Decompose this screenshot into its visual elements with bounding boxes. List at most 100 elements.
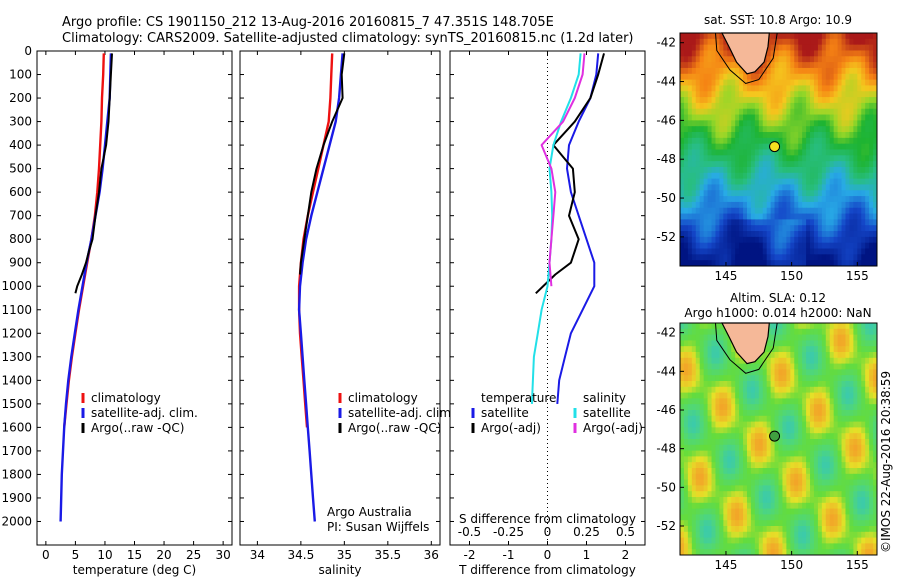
heatmap-cell <box>825 508 831 515</box>
heatmap-cell <box>853 433 858 440</box>
heatmap-cell <box>746 520 752 527</box>
heatmap-cell <box>758 421 764 428</box>
heatmap-cell <box>813 491 819 498</box>
heatmap-cell <box>778 439 783 446</box>
argo-marker <box>769 141 781 153</box>
x-tick-label: 155 <box>846 558 869 572</box>
heatmap-cell <box>821 375 827 382</box>
heatmap-cell <box>750 137 756 145</box>
heatmap-cell <box>806 410 811 417</box>
heatmap-cell <box>821 114 827 121</box>
heatmap-cell <box>829 485 835 492</box>
heatmap-cell <box>813 213 819 220</box>
heatmap-cell <box>719 328 724 336</box>
heatmap-cell <box>873 415 878 423</box>
heatmap-cell <box>687 254 693 261</box>
heatmap-cell <box>699 450 705 457</box>
heatmap-cell <box>691 386 697 394</box>
heatmap-cell <box>857 485 862 492</box>
heatmap-cell <box>790 248 795 255</box>
heatmap-cell <box>715 497 720 504</box>
heatmap-cell <box>770 120 776 127</box>
heatmap-cell <box>794 375 799 382</box>
heatmap-cell <box>746 120 752 127</box>
heatmap-cell <box>715 108 720 116</box>
x-tick-label: 145 <box>715 269 738 283</box>
heatmap-cell <box>833 207 839 215</box>
heatmap-cell <box>806 126 811 133</box>
heatmap-cell <box>762 225 768 232</box>
heatmap-cell <box>806 363 811 370</box>
heatmap-cell <box>873 479 878 486</box>
heatmap-cell <box>774 363 779 370</box>
heatmap-cell <box>782 44 787 51</box>
heatmap-cell <box>821 219 827 226</box>
heatmap-cell <box>727 132 732 139</box>
heatmap-cell <box>821 433 827 440</box>
heatmap-cell <box>687 97 693 104</box>
heatmap-cell <box>865 549 870 556</box>
heatmap-cell <box>790 468 795 475</box>
heatmap-cell <box>865 444 870 452</box>
heatmap-cell <box>841 404 846 411</box>
heatmap-cell <box>695 323 701 330</box>
heatmap-cell <box>715 323 720 330</box>
heatmap-cell <box>825 404 831 411</box>
heatmap-cell <box>719 62 724 69</box>
heatmap-cell <box>758 357 764 365</box>
heatmap-cell <box>873 242 878 250</box>
heatmap-cell <box>680 508 685 515</box>
heatmap-cell <box>691 91 697 98</box>
heatmap-cell <box>762 427 768 434</box>
heatmap-cell <box>813 410 819 417</box>
heatmap-cell <box>829 468 835 475</box>
heatmap-cell <box>739 427 744 434</box>
heatmap-cell <box>683 231 689 238</box>
heatmap-cell <box>699 531 705 539</box>
heatmap-cell <box>802 450 807 457</box>
heatmap-cell <box>766 184 772 191</box>
heatmap-cell <box>821 398 827 405</box>
heatmap-cell <box>723 473 728 481</box>
heatmap-cell <box>731 549 736 556</box>
heatmap-cell <box>837 433 843 440</box>
heatmap-cell <box>754 178 760 185</box>
heatmap-cell <box>786 85 791 92</box>
heatmap-cell <box>853 44 858 51</box>
heatmap-cell <box>754 386 760 394</box>
heatmap-cell <box>731 543 736 550</box>
heatmap-cell <box>861 33 866 40</box>
heatmap-cell <box>841 473 846 481</box>
heatmap-cell <box>845 172 850 180</box>
heatmap-cell <box>853 143 858 151</box>
heatmap-cell <box>778 323 783 330</box>
heatmap-cell <box>849 38 854 46</box>
heatmap-cell <box>794 526 799 533</box>
heatmap-cell <box>806 549 811 556</box>
heatmap-cell <box>825 375 831 382</box>
heatmap-cell <box>873 196 878 203</box>
heatmap-cell <box>865 56 870 63</box>
heatmap-cell <box>833 44 839 51</box>
heatmap-cell <box>778 196 783 203</box>
heatmap-cell <box>802 508 807 515</box>
heatmap-cell <box>798 392 803 399</box>
heatmap-cell <box>778 178 783 185</box>
heatmap-cell <box>731 479 736 486</box>
heatmap-cell <box>798 531 803 539</box>
heatmap-cell <box>786 114 791 121</box>
heatmap-cell <box>798 497 803 504</box>
heatmap-cell <box>813 473 819 481</box>
heatmap-cell <box>770 410 776 417</box>
heatmap-cell <box>770 178 776 185</box>
heatmap-cell <box>746 421 752 428</box>
heatmap-cell <box>707 549 713 556</box>
heatmap-cell <box>723 91 728 98</box>
heatmap-cell <box>857 473 862 481</box>
heatmap-cell <box>758 439 764 446</box>
heatmap-cell <box>810 352 815 359</box>
heatmap-cell <box>739 514 744 521</box>
heatmap-cell <box>861 352 866 359</box>
heatmap-cell <box>861 514 866 521</box>
heatmap-cell <box>802 427 807 434</box>
